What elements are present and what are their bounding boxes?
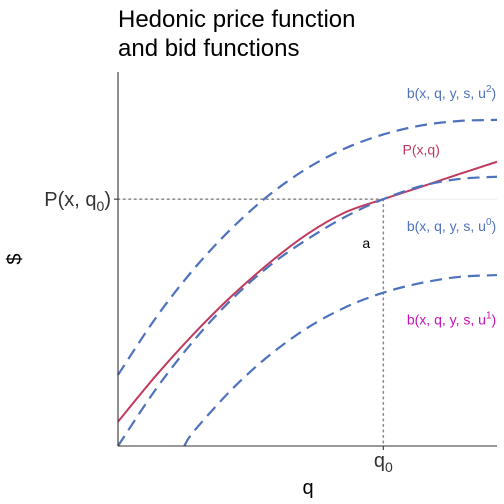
- price-function-label: P(x,q): [403, 141, 440, 157]
- chart-title: Hedonic price function and bid functions: [118, 6, 355, 62]
- point-a-label: a: [362, 235, 370, 251]
- chart-title-line-1: Hedonic price function: [118, 6, 355, 33]
- bid-function-u0-label: b(x, q, y, s, u0): [407, 217, 496, 234]
- bid-function-u2-line: [117, 118, 498, 376]
- y-tick-label: P(x, q0): [44, 189, 111, 214]
- chart-title-line-2: and bid functions: [118, 35, 299, 62]
- bid-function-u1-line: [183, 273, 498, 447]
- bid-function-u1-label: b(x, q, y, s, u1): [407, 310, 496, 327]
- x-axis-title: q: [302, 477, 313, 499]
- x-tick-label: q0: [374, 450, 393, 475]
- y-axis-title: $: [4, 253, 26, 264]
- plot-area: P(x,q) b(x, q, y, s, u2) b(x, q, y, s, u0)…: [117, 84, 498, 447]
- bid-function-u0-line: [117, 175, 498, 447]
- bid-function-u2-label: b(x, q, y, s, u2): [407, 84, 496, 101]
